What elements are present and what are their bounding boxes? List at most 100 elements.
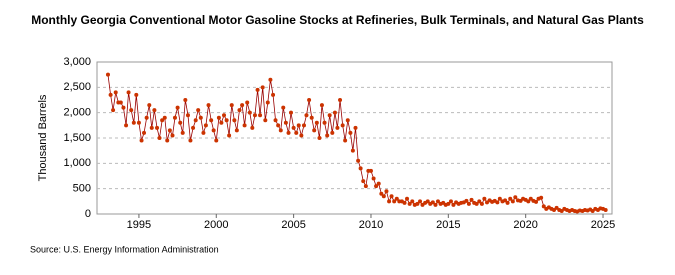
data-point — [464, 198, 469, 203]
data-point — [283, 120, 288, 125]
data-point — [162, 115, 167, 120]
data-point — [338, 98, 343, 102]
data-point — [105, 72, 110, 77]
chart-title: Monthly Georgia Conventional Motor Gasol… — [31, 13, 644, 27]
data-point — [363, 184, 368, 189]
data-point — [232, 118, 237, 123]
y-tick-label: 1,000 — [63, 157, 91, 169]
x-tick-label: 2020 — [513, 219, 537, 231]
data-point — [155, 125, 160, 130]
data-point — [245, 100, 250, 105]
data-point — [288, 110, 293, 115]
x-tick-label: 1995 — [127, 219, 151, 231]
data-point — [258, 113, 263, 118]
data-point — [142, 130, 147, 135]
data-point — [479, 201, 484, 206]
data-point — [325, 133, 330, 138]
data-point — [415, 201, 420, 206]
data-point — [209, 118, 214, 123]
data-point — [508, 196, 513, 201]
data-point — [281, 105, 286, 110]
data-point — [265, 100, 270, 105]
data-point — [124, 123, 129, 128]
data-point — [335, 125, 340, 130]
data-point — [185, 113, 190, 118]
data-point — [276, 123, 281, 128]
data-point — [322, 120, 327, 125]
data-point — [513, 195, 518, 200]
data-point — [495, 200, 500, 205]
data-point — [345, 118, 350, 123]
data-point — [229, 103, 234, 108]
data-point — [170, 133, 175, 138]
data-point — [242, 123, 247, 128]
data-point — [211, 128, 216, 133]
x-tick-label: 2000 — [204, 219, 228, 231]
data-point — [477, 199, 482, 204]
data-point — [343, 138, 348, 143]
data-point — [219, 120, 224, 125]
data-point — [136, 120, 141, 125]
data-point — [301, 123, 306, 128]
data-point — [216, 115, 221, 120]
data-point — [126, 90, 131, 95]
data-point — [291, 125, 296, 130]
data-point — [361, 179, 366, 184]
data-point — [175, 105, 180, 110]
data-point — [356, 158, 361, 163]
data-point — [268, 77, 273, 82]
data-point — [435, 199, 440, 204]
data-point — [358, 166, 363, 171]
data-point — [167, 128, 172, 133]
data-point — [510, 199, 515, 204]
data-point — [108, 92, 113, 97]
data-point — [526, 199, 531, 204]
data-point — [384, 189, 389, 194]
data-point — [407, 201, 412, 206]
data-point — [198, 115, 203, 120]
data-point — [539, 195, 544, 200]
data-point — [309, 115, 314, 120]
data-point — [250, 125, 255, 130]
data-point — [121, 105, 126, 110]
data-point — [247, 110, 252, 115]
data-point — [152, 108, 157, 113]
data-point — [252, 113, 257, 118]
data-point — [314, 120, 319, 125]
data-point — [503, 198, 508, 203]
source-note: Source: U.S. Energy Information Administ… — [30, 244, 219, 254]
data-point — [240, 103, 245, 108]
data-point — [603, 207, 608, 212]
data-point — [183, 98, 188, 102]
data-point — [260, 85, 265, 90]
data-point — [394, 196, 399, 201]
data-point — [224, 118, 229, 123]
data-point — [446, 201, 451, 206]
data-point — [196, 108, 201, 113]
data-point — [191, 125, 196, 130]
data-point — [118, 100, 123, 105]
y-tick-label: 3,000 — [63, 56, 91, 68]
data-point — [474, 201, 479, 206]
data-point — [418, 199, 423, 204]
data-point — [387, 199, 392, 204]
data-point — [131, 120, 136, 125]
data-point — [160, 118, 165, 123]
data-point — [330, 130, 335, 135]
data-point — [451, 202, 456, 207]
data-point — [340, 123, 345, 128]
data-point — [139, 138, 144, 143]
data-point — [376, 181, 381, 186]
data-point — [433, 202, 438, 207]
data-point — [368, 168, 373, 173]
data-point — [273, 118, 278, 123]
data-point — [206, 103, 211, 108]
data-point — [134, 92, 139, 97]
y-axis-label: Thousand Barrels — [37, 94, 49, 181]
x-tick-label: 2010 — [359, 219, 383, 231]
data-point — [149, 125, 154, 130]
data-point — [227, 133, 232, 138]
data-point — [180, 130, 185, 135]
data-point — [201, 130, 206, 135]
